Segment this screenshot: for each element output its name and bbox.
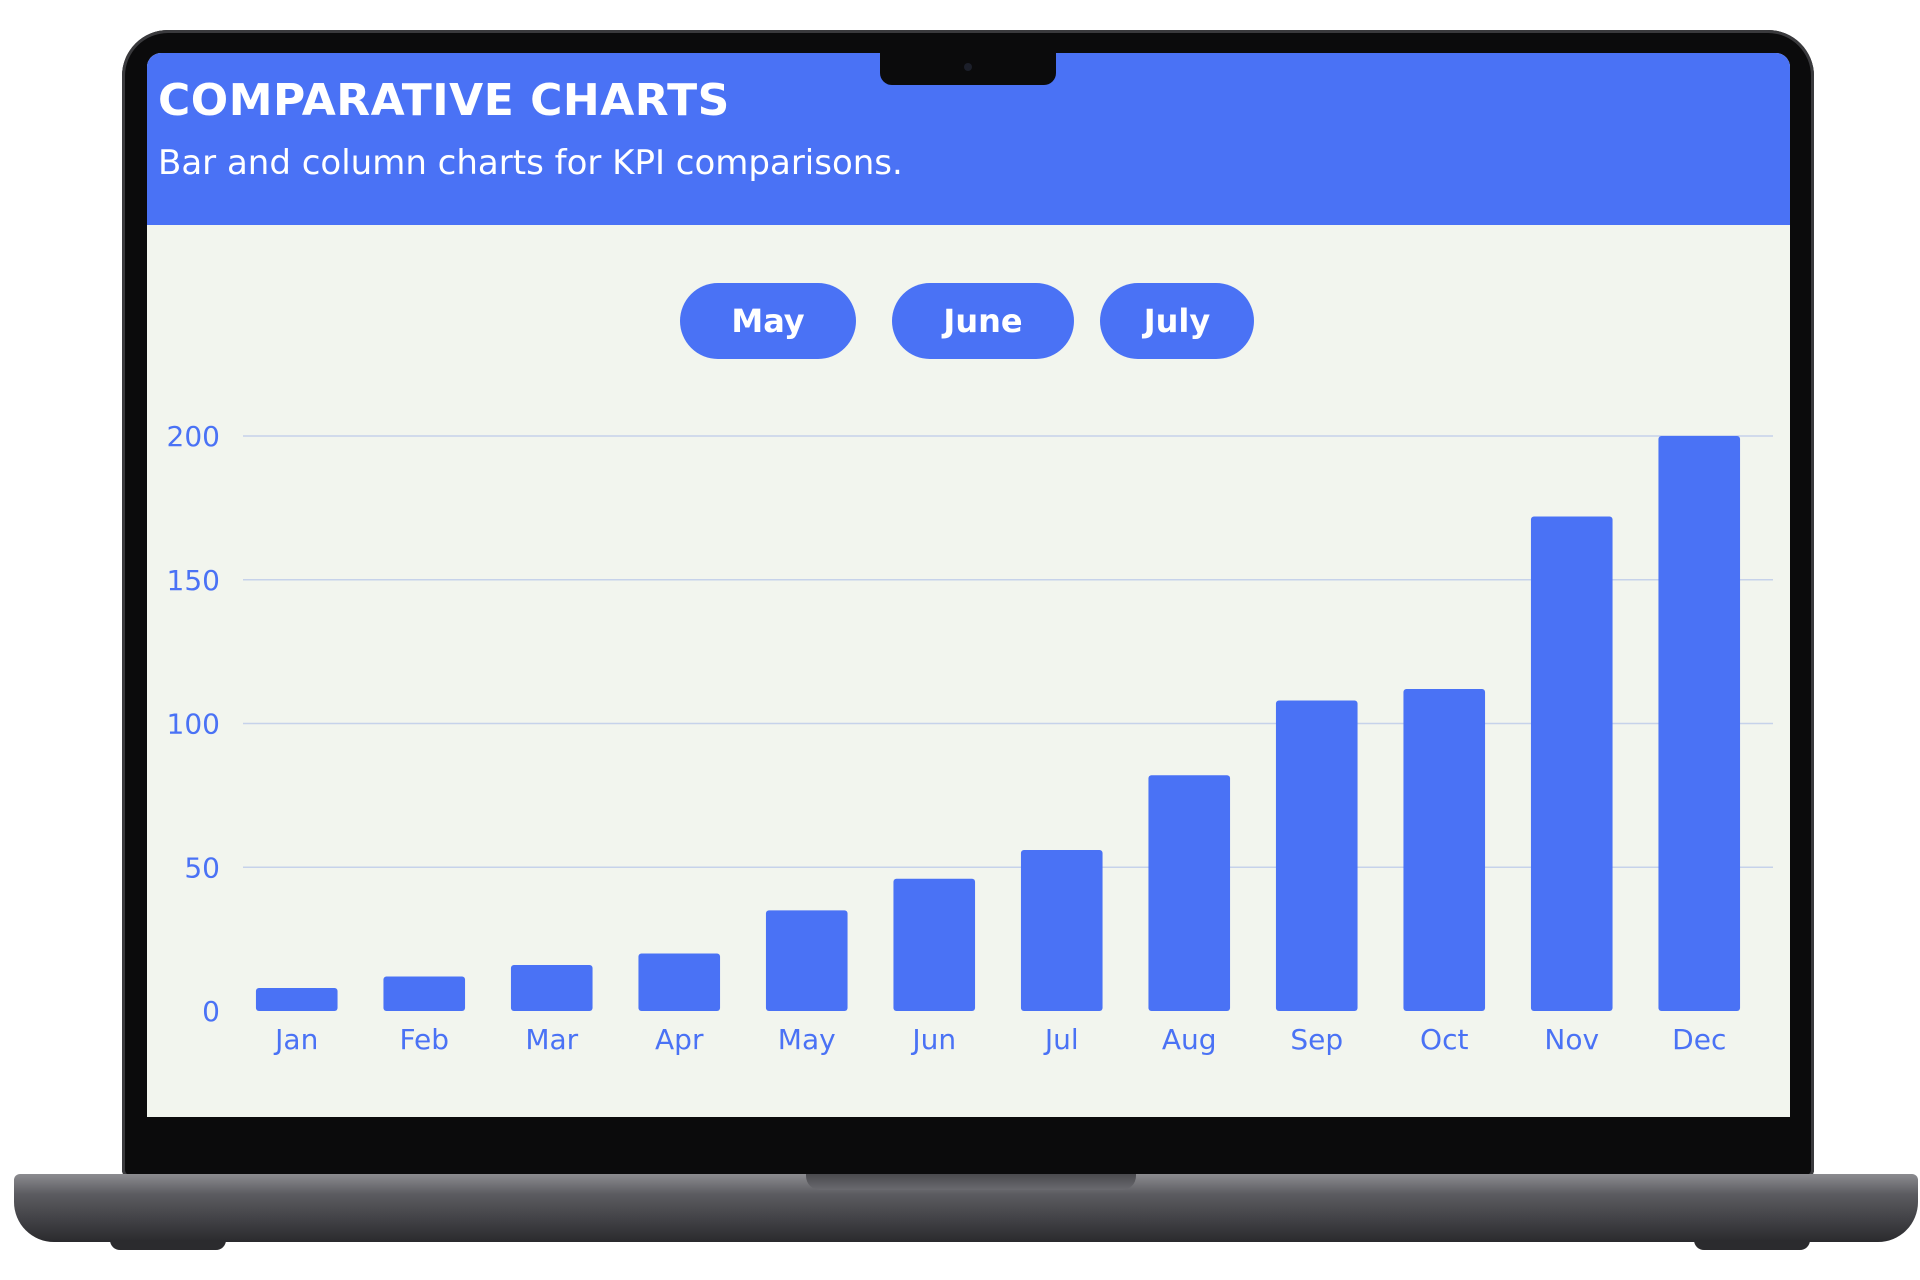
bar-aug bbox=[1148, 775, 1231, 1011]
bar-oct bbox=[1403, 689, 1486, 1011]
laptop-screen: COMPARATIVE CHARTS Bar and column charts… bbox=[147, 53, 1790, 1117]
y-tick-label: 50 bbox=[184, 851, 220, 884]
page-title: COMPARATIVE CHARTS bbox=[158, 75, 730, 126]
x-tick-label: Feb bbox=[399, 1023, 449, 1056]
month-button-may[interactable]: May bbox=[680, 283, 856, 359]
bar-chart: 0 50 100 150 200 Jan Feb Mar Apr May Jun Jul Aug Sep O… bbox=[167, 420, 1773, 1056]
x-tick-label: Dec bbox=[1672, 1023, 1726, 1056]
bar-dec bbox=[1658, 436, 1741, 1011]
x-tick-label: Jun bbox=[910, 1023, 956, 1056]
bar-feb bbox=[383, 976, 466, 1011]
x-tick-label: Jan bbox=[273, 1023, 318, 1056]
bar-jun bbox=[893, 878, 976, 1011]
month-button-july[interactable]: July bbox=[1100, 283, 1254, 359]
laptop-base bbox=[14, 1174, 1918, 1242]
x-tick-label: Apr bbox=[655, 1023, 704, 1056]
x-tick-label: Nov bbox=[1544, 1023, 1599, 1056]
page-subtitle: Bar and column charts for KPI comparison… bbox=[158, 143, 903, 183]
month-button-june[interactable]: June bbox=[892, 283, 1074, 359]
bar-nov bbox=[1530, 516, 1613, 1011]
bar-jul bbox=[1020, 850, 1103, 1011]
y-tick-label: 200 bbox=[167, 420, 220, 453]
bar-mar bbox=[510, 965, 593, 1011]
bar-sep bbox=[1275, 700, 1358, 1011]
x-tick-label: Jul bbox=[1043, 1023, 1079, 1056]
bar-jan bbox=[255, 988, 338, 1011]
y-tick-label: 0 bbox=[202, 995, 220, 1028]
x-tick-label: May bbox=[778, 1023, 836, 1056]
laptop-foot-right bbox=[1694, 1240, 1810, 1250]
x-tick-label: Mar bbox=[525, 1023, 578, 1056]
x-tick-label: Oct bbox=[1420, 1023, 1468, 1056]
camera-notch bbox=[880, 53, 1056, 85]
x-tick-label: Aug bbox=[1162, 1023, 1217, 1056]
camera-icon bbox=[964, 63, 972, 71]
laptop-opening-lip bbox=[806, 1174, 1136, 1190]
x-tick-label: Sep bbox=[1290, 1023, 1343, 1056]
y-tick-label: 150 bbox=[167, 564, 220, 597]
bar-apr bbox=[638, 953, 721, 1011]
y-tick-label: 100 bbox=[167, 708, 220, 741]
laptop-foot-left bbox=[110, 1240, 226, 1250]
bar-may bbox=[765, 910, 848, 1011]
